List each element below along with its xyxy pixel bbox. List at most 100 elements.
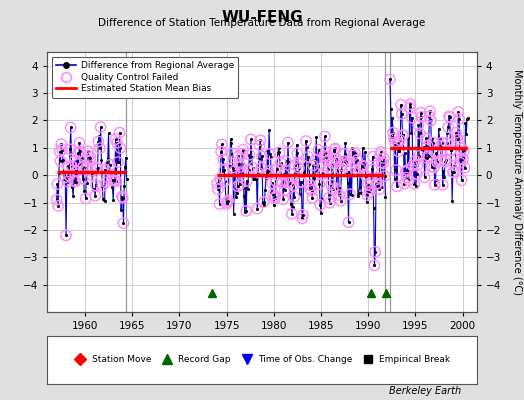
Point	[297, 179, 305, 186]
Point	[265, 127, 273, 134]
Point	[319, 170, 328, 176]
Point	[250, 176, 259, 183]
Point	[400, 181, 408, 187]
Point	[90, 186, 98, 192]
Point	[217, 141, 226, 148]
Point	[442, 156, 450, 163]
Point	[258, 200, 267, 206]
Point	[460, 148, 468, 154]
Point	[330, 150, 338, 156]
Point	[234, 153, 243, 159]
Point	[279, 196, 287, 202]
Point	[268, 180, 276, 186]
Point	[409, 162, 417, 169]
Point	[57, 158, 65, 164]
Point	[111, 178, 119, 184]
Point	[116, 145, 125, 151]
Point	[103, 158, 111, 165]
Point	[344, 219, 353, 226]
Point	[71, 178, 80, 185]
Point	[458, 145, 466, 152]
Point	[421, 154, 430, 160]
Point	[84, 148, 92, 154]
Point	[69, 193, 78, 199]
Point	[224, 197, 232, 204]
Point	[244, 167, 253, 173]
Point	[361, 149, 369, 155]
Point	[415, 153, 423, 159]
Point	[264, 168, 272, 174]
Point	[281, 187, 289, 193]
Point	[248, 164, 257, 171]
Point	[336, 185, 344, 192]
Point	[231, 172, 239, 178]
Point	[373, 180, 381, 187]
Point	[92, 182, 100, 188]
Point	[222, 201, 231, 207]
Point	[304, 154, 313, 160]
Point	[442, 140, 451, 146]
Point	[217, 148, 225, 155]
Point	[367, 183, 376, 189]
Point	[424, 153, 433, 159]
Point	[360, 164, 368, 170]
Point	[274, 150, 282, 156]
Point	[423, 142, 432, 149]
Point	[278, 179, 287, 186]
Point	[295, 165, 303, 171]
Point	[87, 168, 95, 174]
Point	[413, 162, 422, 168]
Point	[408, 114, 416, 121]
Point	[435, 136, 444, 142]
Point	[300, 168, 308, 175]
Point	[390, 135, 398, 142]
Point	[237, 169, 246, 175]
Point	[105, 167, 114, 174]
Point	[118, 195, 127, 201]
Point	[214, 177, 223, 184]
Point	[57, 141, 66, 147]
Point	[263, 170, 271, 177]
Point	[348, 145, 357, 152]
Point	[281, 187, 289, 193]
Point	[338, 162, 346, 169]
Point	[259, 199, 268, 205]
Point	[260, 201, 268, 208]
Point	[220, 167, 228, 173]
Point	[412, 182, 420, 189]
Point	[352, 167, 360, 174]
Point	[376, 152, 384, 158]
Point	[440, 174, 449, 181]
Point	[416, 130, 424, 136]
Point	[297, 179, 305, 185]
Point	[76, 148, 84, 155]
Point	[328, 160, 336, 166]
Point	[104, 155, 112, 162]
Point	[68, 163, 76, 169]
Point	[363, 192, 372, 198]
Point	[332, 156, 340, 162]
Point	[286, 180, 294, 186]
Point	[422, 135, 430, 142]
Point	[414, 122, 422, 128]
Point	[113, 140, 122, 146]
Point	[293, 150, 302, 156]
Point	[406, 101, 414, 108]
Point	[450, 163, 458, 170]
Point	[225, 163, 234, 169]
Point	[423, 142, 432, 149]
Point	[303, 144, 311, 150]
Point	[85, 158, 94, 164]
Point	[217, 148, 225, 155]
Point	[445, 114, 454, 121]
Point	[94, 138, 103, 145]
Point	[276, 162, 284, 168]
Point	[390, 176, 399, 182]
Point	[110, 177, 118, 184]
Point	[413, 162, 422, 168]
Point	[298, 215, 307, 222]
Point	[58, 146, 67, 153]
Point	[334, 158, 343, 164]
Point	[387, 134, 396, 140]
Point	[85, 153, 93, 159]
